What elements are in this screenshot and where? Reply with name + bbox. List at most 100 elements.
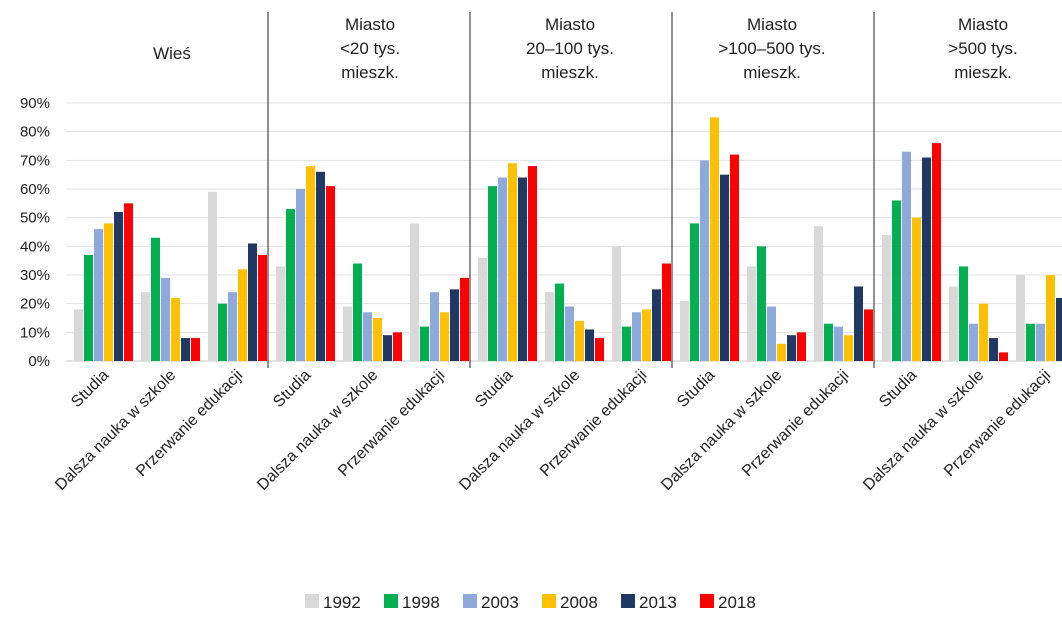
bar <box>343 306 352 361</box>
category-label: Dalsza nauka w szkole <box>254 367 381 494</box>
bar <box>161 277 170 361</box>
bar <box>498 177 507 361</box>
bar <box>94 229 103 361</box>
legend-label: 1992 <box>323 593 361 612</box>
bar <box>326 186 335 361</box>
bar <box>710 117 719 361</box>
bar <box>989 338 998 361</box>
bar <box>124 203 133 361</box>
bar <box>1036 323 1045 361</box>
bar <box>632 312 641 361</box>
bar <box>595 338 604 361</box>
bar <box>410 223 419 361</box>
bar <box>892 200 901 361</box>
bar <box>276 266 285 361</box>
bar <box>949 286 958 361</box>
panel-title: Miasto 20–100 tys. mieszk. <box>526 15 614 82</box>
category-group: Studia <box>674 117 739 411</box>
category-group: Studia <box>270 166 335 411</box>
bar <box>450 289 459 361</box>
bar <box>258 254 267 361</box>
y-axis: 0% 10% 20% 30% 40% 50% 60% 70% 80% 90% <box>20 95 50 370</box>
bar <box>181 338 190 361</box>
legend-item: 1992 <box>305 593 361 612</box>
panel-title-line: Miasto <box>958 15 1008 34</box>
bar <box>575 320 584 361</box>
bar <box>151 237 160 361</box>
bar <box>430 292 439 361</box>
bar <box>700 160 709 361</box>
bar <box>353 263 362 361</box>
y-tick-label: 0% <box>28 353 50 370</box>
bar <box>286 209 295 361</box>
bar <box>363 312 372 361</box>
bar <box>141 292 150 361</box>
panel-title: Miasto <20 tys. mieszk. <box>340 15 400 82</box>
bar <box>730 154 739 361</box>
category-label: Dalsza nauka w szkole <box>658 367 785 494</box>
bar <box>383 335 392 361</box>
bar <box>680 300 689 361</box>
legend-item: 2013 <box>621 593 677 612</box>
bar <box>528 166 537 361</box>
bar <box>797 332 806 361</box>
category-label: Studia <box>68 367 112 411</box>
bar <box>316 171 325 361</box>
legend-swatch <box>305 594 319 608</box>
y-tick-label: 90% <box>20 95 50 112</box>
bar <box>248 243 257 361</box>
legend-swatch <box>463 594 477 608</box>
bar <box>1056 297 1062 361</box>
bar <box>824 323 833 361</box>
category-label: Dalsza nauka w szkole <box>456 367 583 494</box>
panel-title-line: Miasto <box>545 15 595 34</box>
bar <box>373 318 382 361</box>
bar <box>814 226 823 361</box>
legend-item: 2003 <box>463 593 519 612</box>
panel-title-line: Miasto <box>747 15 797 34</box>
bar <box>218 303 227 361</box>
bar <box>440 312 449 361</box>
bar <box>420 326 429 361</box>
panel-title: Wieś <box>153 44 191 63</box>
bar <box>555 283 564 361</box>
bar <box>969 323 978 361</box>
legend-label: 1998 <box>402 593 440 612</box>
bar <box>642 309 651 361</box>
legend-swatch <box>700 594 714 608</box>
legend: 1992 1998 2003 2008 2013 2018 <box>305 593 756 612</box>
legend-item: 1998 <box>384 593 440 612</box>
category-group: Studia <box>472 163 537 411</box>
panel-title-line: Miasto <box>345 15 395 34</box>
legend-swatch <box>542 594 556 608</box>
bar <box>834 326 843 361</box>
bar <box>777 343 786 361</box>
bar <box>296 189 305 361</box>
bar <box>84 254 93 361</box>
bar <box>854 286 863 361</box>
bar <box>959 266 968 361</box>
category-label: Dalsza nauka w szkole <box>52 367 179 494</box>
bar <box>238 269 247 361</box>
bar <box>932 143 941 361</box>
category-group: Studia <box>876 143 941 411</box>
legend-label: 2018 <box>718 593 756 612</box>
bar <box>757 246 766 361</box>
bar <box>999 352 1008 361</box>
y-tick-label: 70% <box>20 152 50 169</box>
panel-title-line: >500 tys. <box>948 39 1017 58</box>
bar <box>478 257 487 361</box>
bar <box>460 277 469 361</box>
bar <box>114 211 123 361</box>
bar <box>545 292 554 361</box>
panel-title-line: mieszk. <box>541 63 599 82</box>
y-tick-label: 40% <box>20 238 50 255</box>
legend-label: 2013 <box>639 593 677 612</box>
bar <box>864 309 873 361</box>
bar <box>979 303 988 361</box>
